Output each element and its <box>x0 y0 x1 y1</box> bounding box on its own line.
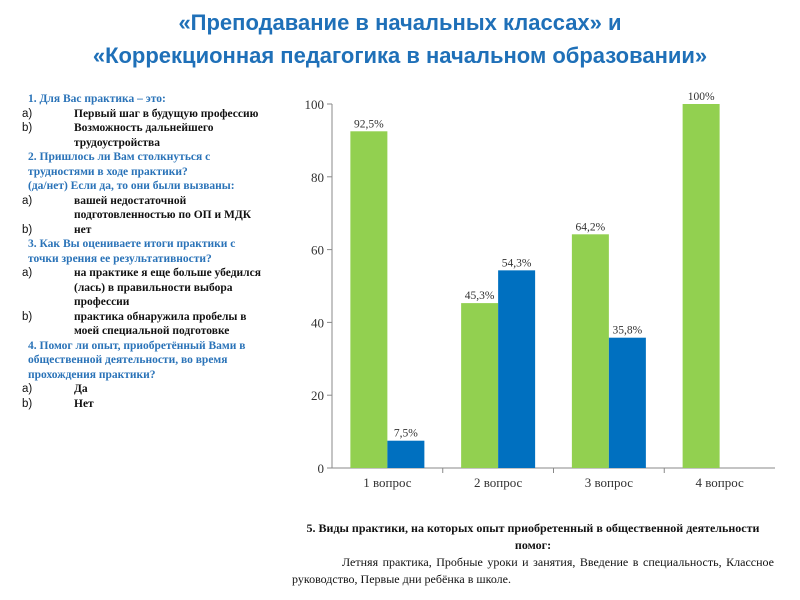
question-5-heading: 5. Виды практики, на которых опыт приобр… <box>306 521 760 552</box>
question-text: 1. Для Вас практика – это: <box>28 93 166 105</box>
option-text: Да <box>74 383 88 395</box>
bar-a <box>571 234 609 468</box>
option-marker: a) <box>22 267 33 279</box>
option-marker: a) <box>22 107 33 120</box>
option-text: нет <box>74 223 92 236</box>
option-marker: b) <box>22 223 33 236</box>
data-label: 100% <box>688 91 715 103</box>
question-5-answer: Летняя практика, Пробные уроки и занятия… <box>292 555 774 586</box>
option-text: Нет <box>74 397 94 410</box>
x-tick-label: 3 вопрос <box>585 475 634 490</box>
option-text: практика обнаружила пробелы в моей специ… <box>74 310 247 338</box>
title-line-1: «Преподавание в начальных классах» и <box>178 10 622 35</box>
data-label: 64,2% <box>576 221 606 233</box>
bar-b <box>387 440 425 468</box>
option-text: вашей недостаточной подготовленностью по… <box>74 194 252 222</box>
option-marker: b) <box>22 122 33 134</box>
questionnaire: 1. Для Вас практика – это: a) Первый шаг в… <box>22 92 267 411</box>
y-tick-label: 80 <box>311 170 324 185</box>
question-text: 3. Как Вы оцениваете итоги практики с то… <box>28 238 236 265</box>
option-marker: b) <box>22 310 33 323</box>
data-label: 35,8% <box>613 325 643 337</box>
x-tick-label: 4 вопрос <box>695 475 744 490</box>
data-label: 7,5% <box>394 428 418 440</box>
answer-option: b) Нет <box>22 397 267 412</box>
data-label: 54,3% <box>502 257 532 269</box>
bar-b <box>498 270 536 468</box>
answer-option: a) вашей недостаточной подготовленностью … <box>22 194 267 223</box>
bar-a <box>461 303 499 468</box>
x-tick-label: 1 вопрос <box>363 475 412 490</box>
bar-a <box>350 131 388 469</box>
option-text: Возможность дальнейшего трудоустройства <box>74 122 214 149</box>
answer-option: a) на практике я еще больше убедился (лас… <box>22 266 267 310</box>
answer-option: b) практика обнаружила пробелы в моей спе… <box>22 310 267 339</box>
question-text: 4. Помог ли опыт, приобретённый Вами в о… <box>28 339 246 381</box>
title-line-2: «Коррекционная педагогика в начальном об… <box>92 43 708 68</box>
y-tick-label: 60 <box>311 243 324 258</box>
option-marker: a) <box>22 383 33 395</box>
data-label: 45,3% <box>465 290 495 302</box>
option-marker: a) <box>22 194 33 207</box>
question-text: (да/нет) Если да, то они были вызваны: <box>28 180 235 192</box>
x-tick-label: 2 вопрос <box>474 475 523 490</box>
data-label: 92,5% <box>354 118 384 130</box>
question-5-block: 5. Виды практики, на которых опыт приобр… <box>292 520 774 588</box>
answer-option: a) Да <box>22 382 267 397</box>
y-tick-label: 40 <box>311 315 324 330</box>
answer-option: b) Возможность дальнейшего трудоустройств… <box>22 121 267 150</box>
question-text: 2. Пришлось ли Вам столкнуться с труднос… <box>28 151 211 178</box>
option-text: Первый шаг в будущую профессию <box>74 107 259 120</box>
y-tick-label: 20 <box>311 388 324 403</box>
y-tick-label: 100 <box>305 97 325 112</box>
bar-a <box>682 104 720 468</box>
bar-b <box>608 337 646 468</box>
answer-option: a) Первый шаг в будущую профессию <box>22 107 267 122</box>
option-marker: b) <box>22 397 33 410</box>
answer-option: b) нет <box>22 223 267 238</box>
option-text: на практике я еще больше убедился (лась)… <box>74 267 261 308</box>
y-tick-label: 0 <box>318 461 325 476</box>
